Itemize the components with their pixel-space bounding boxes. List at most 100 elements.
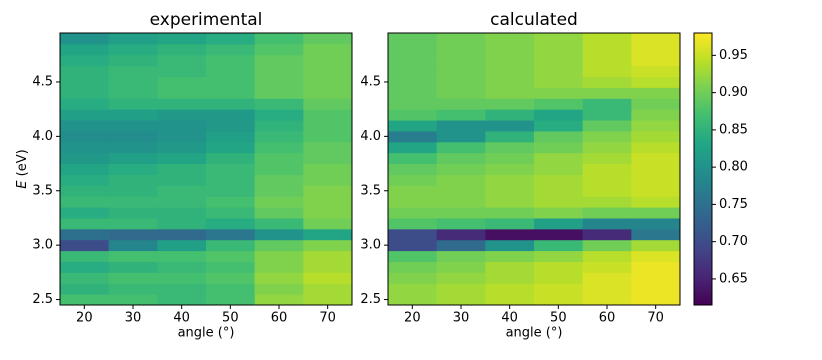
heatmap-cell — [631, 207, 681, 219]
heatmap-cell — [60, 283, 110, 295]
heatmap-cell — [206, 207, 256, 219]
heatmap-cell — [388, 239, 438, 252]
heatmap-cell — [254, 250, 304, 262]
heatmap-cell — [108, 272, 158, 284]
heatmap-cell — [303, 185, 353, 197]
heatmap-cell — [534, 141, 584, 154]
heatmap-cell — [157, 54, 207, 67]
heatmap-cell — [157, 217, 207, 230]
heatmap-cell — [582, 65, 632, 78]
heatmap-cell — [108, 250, 158, 262]
heatmap-cell — [436, 98, 486, 110]
heatmap-cell — [157, 141, 207, 154]
heatmap-cell — [108, 109, 158, 121]
x-axis-label: angle (°) — [178, 326, 235, 341]
heatmap-cell — [206, 120, 256, 132]
heatmap-cell — [436, 250, 486, 262]
heatmap-cell — [303, 196, 353, 208]
heatmap-cell — [206, 261, 256, 273]
heatmap-cell — [303, 294, 353, 306]
colorbar-tick-label: 0.70 — [719, 234, 748, 249]
heatmap-cell — [108, 207, 158, 219]
heatmap-cell — [157, 76, 207, 88]
y-tick-label: 4.0 — [360, 129, 381, 144]
y-tick-label: 3.5 — [32, 183, 53, 198]
heatmap-cell — [631, 196, 681, 208]
heatmap-cell — [485, 272, 535, 284]
heatmap-cell — [388, 228, 438, 241]
heatmap-cell — [534, 239, 584, 252]
heatmap-cell — [582, 98, 632, 110]
heatmap-cell — [485, 217, 535, 230]
heatmap-cell — [485, 239, 535, 252]
heatmap-cell — [436, 76, 486, 88]
heatmap-cell — [436, 141, 486, 154]
heatmap-cell — [534, 33, 584, 45]
heatmap-cell — [254, 87, 304, 99]
heatmap-cell — [60, 65, 110, 78]
heatmap-cell — [157, 261, 207, 273]
heatmap-cell — [631, 239, 681, 252]
heatmap-cell — [436, 261, 486, 273]
y-tick-label: 4.5 — [32, 74, 53, 89]
heatmap-cell — [631, 174, 681, 186]
heatmap-cell — [157, 283, 207, 295]
heatmap-cell — [303, 163, 353, 175]
heatmap-cell — [485, 54, 535, 67]
heatmap-cell — [206, 130, 256, 143]
y-tick-label: 2.5 — [32, 292, 53, 307]
heatmap-cell — [206, 163, 256, 175]
heatmap-cell — [582, 76, 632, 88]
heatmap-cell — [206, 239, 256, 252]
heatmap-cell — [534, 174, 584, 186]
heatmap-cell — [303, 54, 353, 67]
heatmap-cell — [582, 43, 632, 56]
heatmap-cell — [631, 130, 681, 143]
heatmap-cell — [631, 120, 681, 132]
heatmap-cell — [388, 261, 438, 273]
heatmap-cell — [303, 217, 353, 230]
heatmap-cell — [206, 43, 256, 56]
heatmap-cell — [303, 43, 353, 56]
heatmap-cell — [388, 207, 438, 219]
heatmap-cell — [631, 250, 681, 262]
heatmap-cell — [534, 261, 584, 273]
heatmap-cell — [60, 261, 110, 273]
heatmap-cell — [436, 120, 486, 132]
heatmap-cell — [206, 217, 256, 230]
heatmap-cell — [303, 228, 353, 241]
heatmap-cell — [631, 185, 681, 197]
heatmap-cell — [436, 185, 486, 197]
y-tick-label: 3.0 — [360, 238, 381, 253]
heatmap-cell — [108, 43, 158, 56]
heatmap-cell — [206, 141, 256, 154]
heatmap-cell — [108, 76, 158, 88]
x-tick-label: 30 — [453, 311, 470, 326]
heatmap-cell — [388, 272, 438, 284]
x-tick-label: 70 — [647, 311, 664, 326]
heatmap-cell — [485, 120, 535, 132]
heatmap-cell — [157, 294, 207, 306]
heatmap-cell — [582, 120, 632, 132]
heatmap-cell — [534, 98, 584, 110]
heatmap-cell — [631, 43, 681, 56]
heatmap-cell — [388, 250, 438, 262]
heatmap-cell — [60, 250, 110, 262]
x-tick-label: 40 — [173, 311, 190, 326]
x-tick-label: 50 — [550, 311, 567, 326]
heatmap-cell — [534, 152, 584, 165]
heatmap-cell — [206, 272, 256, 284]
heatmap-cell — [60, 272, 110, 284]
heatmap-cell — [157, 196, 207, 208]
chart-title: calculated — [490, 10, 578, 30]
heatmap-cell — [206, 283, 256, 295]
heatmap-cell — [206, 174, 256, 186]
heatmap-cell — [388, 294, 438, 306]
heatmap-cell — [388, 120, 438, 132]
heatmap-cell — [582, 250, 632, 262]
heatmap-cell — [436, 272, 486, 284]
axes-frame — [59, 32, 353, 306]
heatmap-cell — [157, 174, 207, 186]
heatmap-cell — [60, 109, 110, 121]
y-tick-label: 3.0 — [32, 238, 53, 253]
